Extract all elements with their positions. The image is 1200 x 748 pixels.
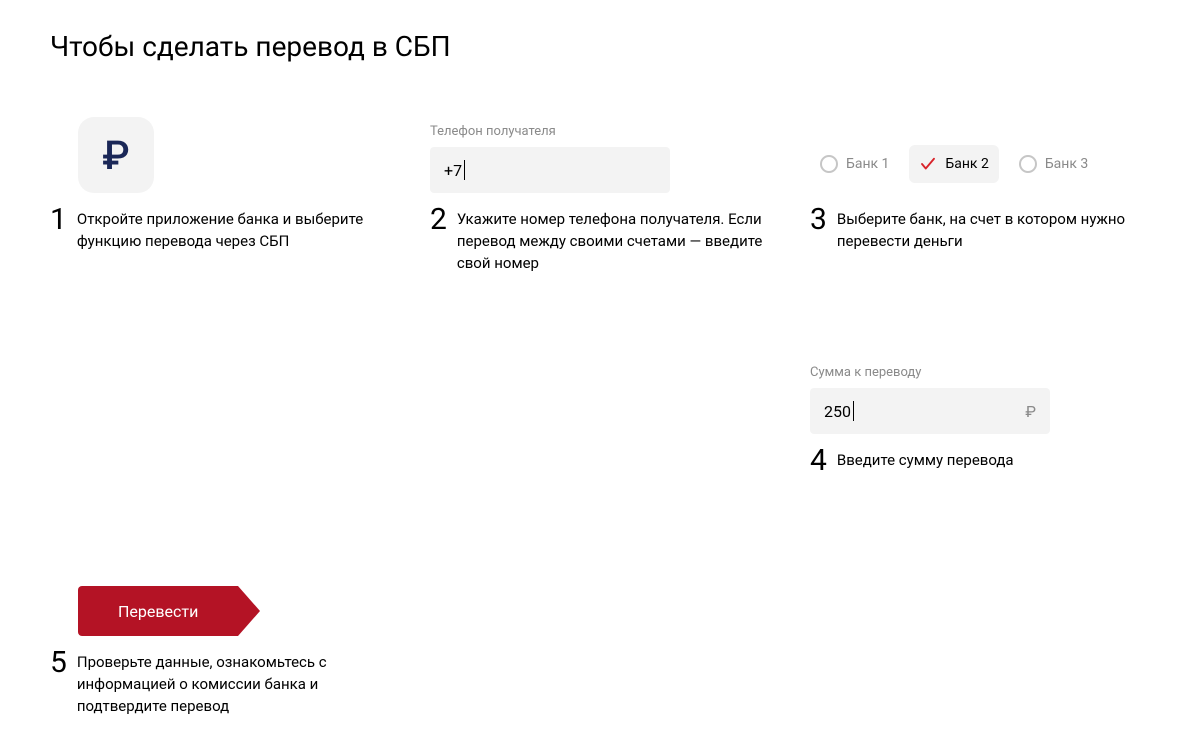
amount-field-label: Сумма к переводу bbox=[810, 365, 1150, 380]
arrow-right-icon bbox=[238, 586, 260, 636]
step-1: ₽ 1 Откройте приложение банка и выберите… bbox=[50, 103, 390, 274]
step-number: 3 bbox=[810, 205, 827, 235]
phone-input-value: +7 bbox=[444, 161, 462, 180]
phone-input[interactable]: +7 bbox=[430, 147, 670, 193]
bank-option-label: Банк 3 bbox=[1045, 156, 1088, 172]
transfer-button[interactable]: Перевести bbox=[78, 586, 260, 636]
step-text: Введите сумму перевода bbox=[837, 446, 1014, 472]
ruble-icon: ₽ bbox=[102, 132, 129, 179]
currency-suffix: ₽ bbox=[1025, 402, 1036, 421]
step-text: Откройте приложение банка и выберите фун… bbox=[77, 205, 390, 253]
page-title: Чтобы сделать перевод в СБП bbox=[50, 30, 1150, 63]
ruble-app-tile: ₽ bbox=[78, 117, 154, 193]
step-5: Перевести 5 Проверьте данные, ознакомьте… bbox=[50, 546, 390, 717]
steps-grid: ₽ 1 Откройте приложение банка и выберите… bbox=[50, 103, 1150, 718]
step-number: 4 bbox=[810, 446, 827, 476]
bank-option-label: Банк 2 bbox=[945, 156, 988, 172]
step-number: 5 bbox=[50, 648, 67, 678]
transfer-button-label: Перевести bbox=[118, 602, 198, 621]
phone-field-label: Телефон получателя bbox=[430, 124, 770, 139]
step-text: Выберите банк, на счет в котором нужно п… bbox=[837, 205, 1150, 253]
bank-option-1[interactable]: Банк 1 bbox=[810, 145, 899, 183]
radio-icon bbox=[1019, 155, 1037, 173]
bank-options: Банк 1 Банк 2 Банк 3 bbox=[810, 145, 1150, 183]
step-2: Телефон получателя +7 2 Укажите номер те… bbox=[430, 103, 770, 274]
checkmark-icon bbox=[919, 155, 937, 173]
amount-input-value: 250 bbox=[824, 402, 851, 421]
text-cursor-icon bbox=[853, 401, 854, 421]
radio-icon bbox=[820, 155, 838, 173]
bank-option-2[interactable]: Банк 2 bbox=[909, 145, 998, 183]
step-text: Проверьте данные, ознакомьтесь с информа… bbox=[77, 648, 390, 717]
bank-option-3[interactable]: Банк 3 bbox=[1009, 145, 1098, 183]
step-4: Сумма к переводу 250 ₽ 4 Введите сумму п… bbox=[810, 344, 1150, 476]
text-cursor-icon bbox=[464, 160, 465, 180]
step-text: Укажите номер телефона получателя. Если … bbox=[457, 205, 770, 274]
step-number: 2 bbox=[430, 205, 447, 235]
amount-input[interactable]: 250 ₽ bbox=[810, 388, 1050, 434]
bank-option-label: Банк 1 bbox=[846, 156, 889, 172]
step-number: 1 bbox=[50, 205, 67, 235]
step-3: Банк 1 Банк 2 Банк 3 3 Выберите банк, на… bbox=[810, 103, 1150, 274]
